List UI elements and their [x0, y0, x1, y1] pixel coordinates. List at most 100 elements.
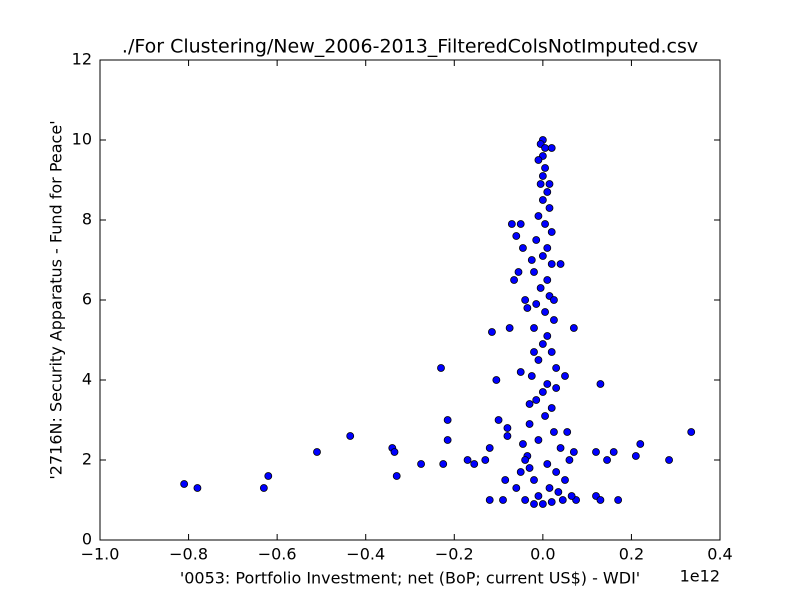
plot-area — [180, 136, 696, 508]
point — [519, 244, 527, 252]
point — [687, 428, 696, 436]
point — [437, 364, 445, 372]
point — [488, 328, 496, 336]
point — [512, 232, 521, 240]
point — [534, 436, 543, 444]
point — [494, 416, 503, 424]
point — [547, 348, 556, 356]
point — [561, 372, 569, 380]
point — [541, 220, 549, 228]
point — [439, 460, 448, 468]
point — [554, 488, 563, 496]
point — [541, 308, 549, 316]
point — [552, 364, 561, 372]
point — [550, 428, 558, 436]
y-tick-label: 8 — [82, 210, 92, 229]
point — [596, 380, 605, 388]
point — [264, 472, 273, 480]
point — [417, 460, 425, 468]
point — [547, 498, 556, 506]
point — [596, 496, 605, 504]
point — [543, 276, 552, 284]
point — [180, 480, 189, 488]
point — [538, 500, 547, 508]
y-tick-label: 0 — [82, 530, 92, 549]
point — [481, 456, 490, 464]
point — [514, 268, 523, 276]
point — [614, 496, 623, 504]
point — [563, 428, 572, 436]
point — [543, 188, 552, 196]
point — [536, 180, 545, 188]
point — [525, 420, 534, 428]
point — [547, 404, 556, 412]
point — [470, 460, 479, 468]
point — [492, 376, 501, 384]
point — [547, 260, 556, 268]
point — [534, 356, 543, 364]
x-axis-label: '0053: Portfolio Investment; net (BoP; c… — [180, 569, 640, 588]
point — [567, 492, 576, 500]
y-tick-label: 6 — [82, 290, 92, 309]
point — [443, 436, 452, 444]
point — [390, 448, 399, 456]
point — [532, 300, 541, 308]
point — [538, 196, 547, 204]
point — [530, 324, 538, 332]
point — [527, 372, 536, 380]
point — [631, 452, 640, 460]
point — [530, 268, 538, 276]
point — [536, 284, 545, 292]
point — [512, 484, 521, 492]
point — [550, 296, 558, 304]
point — [538, 252, 547, 260]
point — [541, 164, 549, 172]
x-tick-label: −0.4 — [346, 545, 385, 564]
point — [665, 456, 673, 464]
point — [516, 368, 525, 376]
point — [510, 276, 518, 284]
point — [545, 204, 554, 212]
point — [538, 388, 547, 396]
y-tick-label: 2 — [82, 450, 92, 469]
point — [550, 316, 558, 324]
point — [561, 476, 569, 484]
point — [534, 156, 543, 164]
point — [463, 456, 472, 464]
point — [501, 476, 510, 484]
point — [530, 476, 538, 484]
point — [552, 384, 561, 392]
point — [609, 448, 618, 456]
x-tick-label: −0.6 — [258, 545, 297, 564]
point — [565, 456, 574, 464]
point — [521, 456, 530, 464]
point — [516, 468, 525, 476]
point — [443, 416, 452, 424]
point — [538, 172, 547, 180]
chart-title: ./For Clustering/New_2006-2013_FilteredC… — [122, 36, 698, 58]
point — [532, 236, 541, 244]
point — [521, 296, 530, 304]
point — [547, 144, 556, 152]
point — [569, 448, 578, 456]
point — [525, 400, 534, 408]
point — [543, 244, 552, 252]
y-tick-label: 10 — [72, 130, 92, 149]
x-tick-label: −0.8 — [169, 545, 208, 564]
point — [392, 472, 401, 480]
point — [499, 496, 507, 504]
point — [346, 432, 355, 440]
x-tick-label: −0.2 — [435, 545, 474, 564]
y-tick-label: 12 — [72, 50, 92, 69]
point — [530, 500, 538, 508]
y-axis-label: '2716N: Security Apparatus - Fund for Pe… — [47, 120, 66, 479]
point — [543, 332, 552, 340]
point — [541, 144, 549, 152]
x-tick-label: 0.2 — [619, 545, 644, 564]
point — [505, 324, 514, 332]
point — [603, 456, 611, 464]
point — [507, 220, 516, 228]
